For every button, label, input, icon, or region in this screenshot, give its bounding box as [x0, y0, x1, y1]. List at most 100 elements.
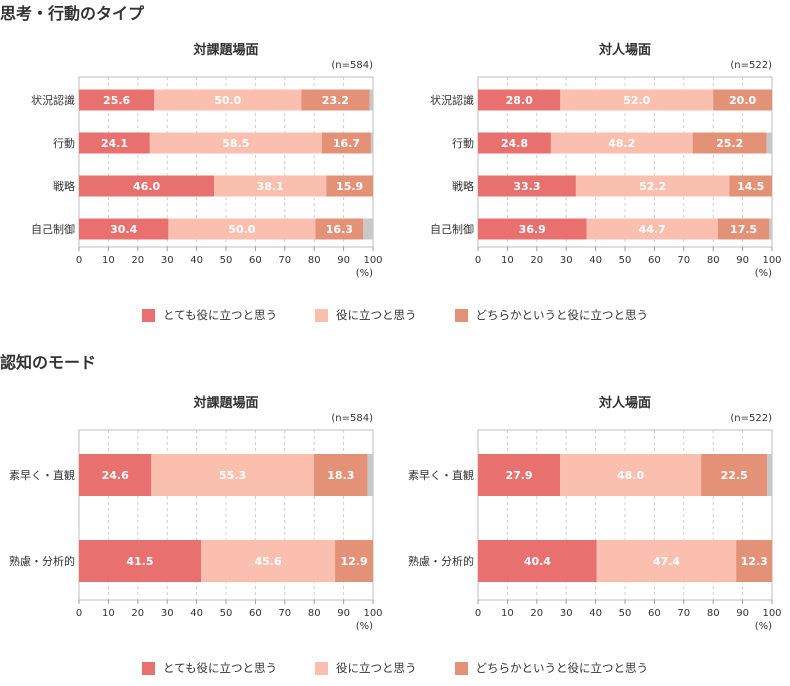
chart1-category-label: 自己制御 [31, 222, 75, 236]
chart1-data-label: 23.2 [322, 94, 349, 107]
chart3-tick-label: 10 [102, 608, 115, 619]
legend-item-very-useful: とても役に立つと思う [141, 660, 277, 676]
chart2-bar-remainder [766, 132, 772, 154]
chart1-tick-label: 50 [220, 255, 233, 266]
chart2-tick-label: 100 [762, 255, 781, 266]
chart1-tick-label: 10 [102, 255, 115, 266]
chart1-category-label: 戦略 [53, 179, 75, 193]
chart1-bar-remainder [363, 218, 373, 240]
chart2-category-label: 自己制御 [430, 222, 474, 236]
chart3-data-label: 55.3 [219, 469, 246, 482]
chart3-tick-label: 60 [249, 608, 262, 619]
chart2-data-label: 44.7 [639, 223, 666, 236]
chart2-tick-label: 60 [648, 255, 661, 266]
chart4-tick-label: 70 [677, 608, 690, 619]
chart2-bar-segment [717, 218, 770, 240]
chart4-tick-label: 0 [475, 608, 481, 619]
chart1-tick-label: 30 [161, 255, 174, 266]
chart3-category-label: 熟慮・分析的 [9, 554, 75, 568]
chart1-tick-label: 0 [76, 255, 82, 266]
chart3-tick-label: 90 [337, 608, 350, 619]
chart2-unit-label: (%) [755, 268, 772, 279]
chart3-tick-label: 30 [161, 608, 174, 619]
chart3-category-label: 素早く・直観 [9, 468, 75, 482]
chart1-title: 対課題場面 [192, 42, 258, 58]
chart2-category-label: 行動 [452, 136, 474, 150]
chart1-bar-segment [79, 175, 215, 197]
chart3-tick-label: 40 [190, 608, 203, 619]
chart2-bar-segment [575, 175, 730, 197]
chart3-bar-segment [79, 540, 202, 582]
chart1-data-label: 16.3 [326, 223, 353, 236]
chart1-bar-segment [79, 132, 150, 154]
chart3-tick-label: 0 [76, 608, 82, 619]
legend-top: とても役に立つと思う 役に立つと思う どちらかというと役に立つと思う [0, 307, 790, 323]
chart4-category-label: 素早く・直観 [408, 468, 474, 482]
chart3-bar-segment [151, 454, 314, 496]
chart2-bar-segment [560, 89, 714, 111]
chart2-data-label: 24.8 [501, 137, 528, 150]
legend-swatch-very-useful [141, 661, 155, 675]
chart4-bar-segment [701, 454, 768, 496]
chart1-bar-remainder [370, 132, 373, 154]
chart1-tick-label: 90 [337, 255, 350, 266]
legend-swatch-somewhat-useful [454, 661, 468, 675]
chart4-title: 対人場面 [598, 395, 651, 411]
chart3-tick-label: 100 [363, 608, 382, 619]
chart1-bar-segment [149, 132, 322, 154]
chart3-data-label: 41.5 [126, 555, 153, 568]
chart1-data-label: 30.4 [110, 223, 137, 236]
chart4-category-label: 熟慮・分析的 [408, 554, 474, 568]
chart2-category-label: 戦略 [452, 179, 474, 193]
chart4-tick-label: 10 [501, 608, 514, 619]
chart2-data-label: 36.9 [519, 223, 546, 236]
legend-swatch-somewhat-useful [454, 308, 468, 322]
chart2-bar-segment [478, 89, 561, 111]
chart3-tick-label: 50 [220, 608, 233, 619]
chart2-title: 対人場面 [598, 42, 651, 58]
chart2-bar-segment [692, 132, 767, 154]
chart2-data-label: 52.0 [623, 94, 650, 107]
chart1-tick-label: 60 [249, 255, 262, 266]
chart3-bar-segment [335, 540, 373, 582]
legend-item-somewhat-useful: どちらかというと役に立つと思う [454, 307, 648, 323]
chart1-tick-label: 100 [363, 255, 382, 266]
chart3-tick-label: 80 [308, 608, 321, 619]
chart1-data-label: 24.1 [101, 137, 128, 150]
legend-label-useful: 役に立つと思う [336, 308, 417, 322]
chart2-bar-remainder [769, 218, 772, 240]
chart2-tick-label: 0 [475, 255, 481, 266]
chart1-bar-segment [214, 175, 327, 197]
chart2-bar-segment [478, 218, 587, 240]
legend-item-somewhat-useful: どちらかというと役に立つと思う [454, 660, 648, 676]
chart2-bar-segment [478, 132, 551, 154]
chart1-bar-remainder [369, 89, 373, 111]
chart4-data-label: 22.5 [721, 469, 748, 482]
chart3-title: 対課題場面 [192, 395, 258, 411]
chart3-data-label: 45.6 [254, 555, 281, 568]
chart2-tick-label: 10 [501, 255, 514, 266]
chart2-tick-label: 90 [736, 255, 749, 266]
chart4-data-label: 27.9 [505, 469, 532, 482]
chart3-data-label: 24.6 [102, 469, 129, 482]
chart4-tick-label: 60 [648, 608, 661, 619]
chart1-bar-segment [315, 218, 364, 240]
section-title-cognitive-modes: 認知のモード [0, 353, 97, 372]
chart1-bar-segment [79, 218, 169, 240]
chart4-bar-segment [736, 540, 773, 582]
chart2-bar-segment [729, 175, 772, 197]
chart4-bar-segment [560, 454, 702, 496]
chart1-tick-label: 40 [190, 255, 203, 266]
legend-swatch-useful [315, 661, 329, 675]
chart1-bar-segment [168, 218, 316, 240]
chart2-category-label: 状況認識 [430, 93, 474, 107]
chart2-bar-segment [550, 132, 693, 154]
legend-label-useful: 役に立つと思う [336, 661, 417, 675]
chart3-sample-size: (n=584) [331, 413, 373, 424]
chart3-tick-label: 20 [131, 608, 144, 619]
chart2-data-label: 25.2 [716, 137, 743, 150]
chart4-tick-label: 90 [736, 608, 749, 619]
chart4-tick-label: 40 [589, 608, 602, 619]
chart2-data-label: 17.5 [730, 223, 757, 236]
